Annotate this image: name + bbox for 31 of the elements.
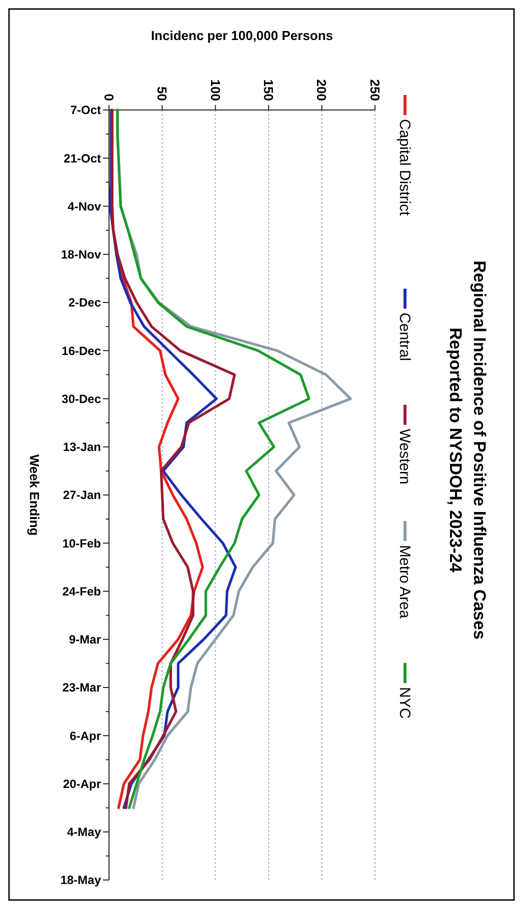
y-tick-label: 18-Nov: [60, 248, 102, 262]
y-tick-label: 13-Jan: [62, 440, 101, 454]
y-tick-label: 2-Dec: [68, 296, 102, 310]
y-tick-label: 9-Mar: [68, 632, 102, 647]
y-tick-label: 6-Apr: [70, 728, 102, 743]
x-tick-label: 250: [367, 79, 382, 101]
legend-label: Capital District: [396, 119, 413, 217]
y-tick-label: 20-Apr: [62, 776, 102, 791]
y-tick-label: 18-May: [60, 873, 102, 888]
x-axis-title: Incidenc per 100,000 Persons: [150, 28, 334, 43]
legend-label: Western: [396, 428, 413, 484]
legend-label: NYC: [396, 687, 413, 719]
x-tick-label: 100: [208, 79, 223, 101]
text: Regional Incidence of Positive Influenza Cases Reported to NYSDOH, 2023-24: [446, 260, 489, 640]
x-tick-label: 200: [314, 79, 330, 101]
y-tick-label: 7-Oct: [70, 103, 101, 118]
y-tick-label: 27-Jan: [62, 488, 101, 502]
y-tick-label: 16-Dec: [62, 344, 102, 358]
y-tick-label: 4-Nov: [68, 199, 102, 214]
y-tick-label: 23-Mar: [62, 680, 102, 695]
y-tick-label: 4-May: [66, 825, 102, 840]
y-tick-label: 30-Dec: [62, 392, 102, 406]
y-tick-label: 10-Feb: [62, 536, 101, 550]
y-tick-label: 21-Oct: [64, 151, 101, 166]
y-tick-label: 24-Feb: [62, 584, 101, 598]
x-tick-label: 150: [261, 79, 276, 101]
legend-label: Metro Area: [396, 545, 413, 620]
x-tick-label: 50: [154, 86, 170, 101]
x-tick-label: 0: [101, 94, 116, 101]
y-axis-title: Week Ending: [27, 454, 42, 536]
legend-label: Central: [396, 312, 413, 361]
